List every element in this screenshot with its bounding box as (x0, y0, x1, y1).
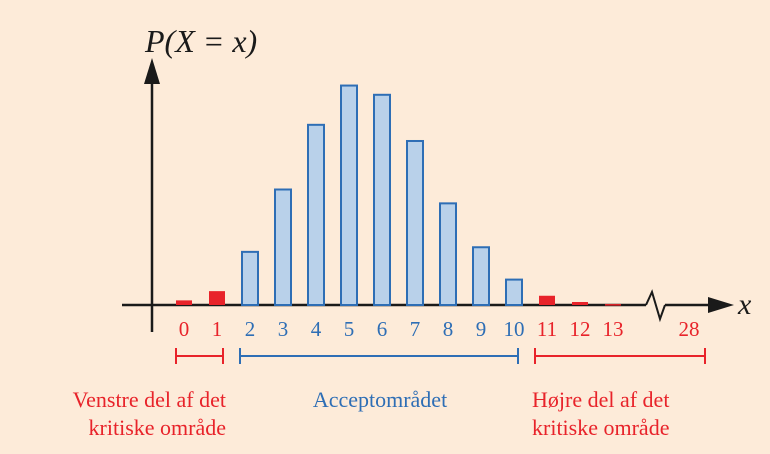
left-critical-region-label-line-1: Venstre del af det (72, 387, 226, 412)
bar-2 (241, 250, 259, 306)
tick-label-12: 12 (570, 317, 591, 341)
tick-label-2: 2 (245, 317, 256, 341)
bar-11 (539, 295, 555, 305)
bar-12 (572, 301, 588, 305)
bar-8 (439, 202, 457, 306)
right-critical-region-label-line-2: kritiske område (532, 415, 670, 440)
bar-13 (605, 304, 621, 306)
tick-label-9: 9 (476, 317, 487, 341)
acceptance-region-label: Acceptområdet (240, 386, 520, 414)
tick-label-11: 11 (537, 317, 557, 341)
bar-9 (472, 246, 490, 306)
tick-label-6: 6 (377, 317, 388, 341)
bar-7 (406, 139, 424, 306)
tick-labels: 0 1 2 3 4 5 6 7 8 9 10 11 12 13 28 (179, 317, 700, 341)
bar-10 (505, 278, 523, 306)
tick-label-28: 28 (679, 317, 700, 341)
bracket-acceptance (239, 348, 519, 364)
region-brackets (175, 348, 706, 364)
x-axis-label: x (737, 288, 752, 321)
bracket-left (175, 348, 224, 364)
tick-label-7: 7 (410, 317, 421, 341)
bar-4 (307, 123, 325, 306)
tick-label-8: 8 (443, 317, 454, 341)
bar-5 (340, 84, 358, 306)
bars (176, 84, 621, 307)
x-axis-break (645, 289, 666, 323)
bar-0 (176, 300, 192, 305)
tick-label-3: 3 (278, 317, 289, 341)
x-axis-arrow (708, 297, 734, 313)
tick-label-1: 1 (212, 317, 223, 341)
bar-3 (274, 188, 292, 306)
right-critical-region-label: Højre del af det kritiske område (532, 386, 732, 442)
bar-6 (373, 93, 391, 307)
tick-label-0: 0 (179, 317, 190, 341)
left-critical-region-label: Venstre del af det kritiske område (10, 386, 226, 442)
tick-label-5: 5 (344, 317, 355, 341)
tick-label-13: 13 (603, 317, 624, 341)
y-axis-label: P(X = x) (144, 23, 257, 59)
bar-1 (209, 291, 225, 305)
tick-label-4: 4 (311, 317, 322, 341)
left-critical-region-label-line-2: kritiske område (88, 415, 226, 440)
acceptance-region-label-line-1: Acceptområdet (312, 387, 448, 412)
y-axis-arrow (144, 58, 160, 84)
right-critical-region-label-line-1: Højre del af det (532, 387, 670, 412)
bracket-right (534, 348, 706, 364)
tick-label-10: 10 (504, 317, 525, 341)
